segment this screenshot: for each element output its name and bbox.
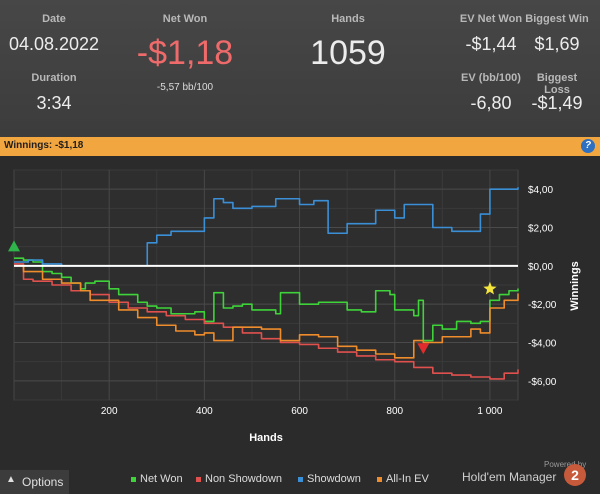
legend-label: All-In EV: [386, 473, 429, 485]
options-label: Options: [22, 475, 64, 489]
x-axis-label: Hands: [249, 432, 283, 444]
y-axis-label: Winnings: [569, 261, 581, 310]
duration-label: Duration: [31, 72, 77, 84]
date-value: 04.08.2022: [8, 34, 100, 54]
y-tick-label: -$4,00: [528, 339, 557, 350]
hm2-logo-icon: 2: [564, 464, 586, 486]
winnings-chart: $4,00 $2,00 $0,00 -$2,00 -$4,00 -$6,00 200 400 6…: [0, 156, 600, 494]
min-triangle-icon: [417, 343, 430, 355]
chart-series: [14, 187, 519, 380]
stats-panel: Date 04.08.2022 Duration 3:34 Net Won -$…: [0, 0, 600, 137]
chart-svg: $4,00 $2,00 $0,00 -$2,00 -$4,00 -$6,00 200 400 6…: [8, 169, 581, 444]
chart-axes: $4,00 $2,00 $0,00 -$2,00 -$4,00 -$6,00 200 400 6…: [101, 185, 557, 417]
net-won-value: -$1,18: [136, 34, 234, 72]
options-button[interactable]: ▲ Options: [0, 470, 69, 494]
hands-value: 1059: [310, 34, 386, 72]
y-tick-label: $0,00: [528, 262, 553, 273]
series-line-all-in-ev: [14, 265, 519, 359]
legend-net-won[interactable]: Net Won: [131, 473, 183, 485]
y-tick-label: $4,00: [528, 185, 553, 196]
date-label: Date: [42, 13, 66, 25]
series-line-net-won: [14, 257, 519, 342]
legend-showdown[interactable]: Showdown: [298, 473, 361, 485]
net-won-bb: -5,57 bb/100: [156, 82, 214, 93]
biggest-loss-label: Biggest Loss: [536, 72, 578, 96]
legend-swatch-icon: [131, 476, 136, 482]
y-tick-label: -$6,00: [528, 377, 557, 388]
brand: Powered by Hold'em Manager 2: [462, 458, 592, 492]
ev-net-won-label: EV Net Won: [459, 13, 523, 25]
hands-label: Hands: [331, 13, 365, 25]
y-tick-label: $2,00: [528, 224, 553, 235]
legend-non-showdown[interactable]: Non Showdown: [196, 473, 282, 485]
brand-name: Hold'em Manager: [462, 470, 557, 484]
max-star-icon: [483, 281, 497, 295]
x-tick-label: 800: [386, 406, 403, 417]
biggest-loss-value: -$1,49: [531, 93, 583, 113]
x-tick-label: 1 000: [477, 406, 502, 417]
y-tick-label: -$2,00: [528, 300, 557, 311]
legend-swatch-icon: [377, 476, 382, 482]
ev-net-won-value: -$1,44: [465, 34, 517, 54]
legend-allin-ev[interactable]: All-In EV: [377, 473, 429, 485]
ev-bb-value: -6,80: [470, 93, 512, 113]
x-tick-label: 600: [291, 406, 308, 417]
start-triangle-icon: [8, 240, 20, 252]
legend-label: Net Won: [140, 473, 183, 485]
legend-swatch-icon: [196, 476, 201, 482]
powered-by-text: Powered by: [544, 460, 587, 469]
legend-swatch-icon: [298, 476, 303, 482]
biggest-win-label: Biggest Win: [525, 13, 589, 25]
x-tick-label: 200: [101, 406, 118, 417]
legend-label: Non Showdown: [205, 473, 283, 485]
net-won-label: Net Won: [162, 13, 208, 25]
question-icon[interactable]: ?: [581, 139, 595, 153]
winnings-banner-text: Winnings: -$1,18: [4, 140, 84, 151]
winnings-banner: Winnings: -$1,18 ?: [0, 137, 600, 156]
chart-markers: [8, 240, 497, 355]
biggest-win-value: $1,69: [534, 34, 580, 54]
ev-bb-label: EV (bb/100): [461, 72, 521, 84]
duration-value: 3:34: [36, 93, 72, 113]
legend-label: Showdown: [307, 473, 361, 485]
chevron-up-icon: ▲: [6, 474, 16, 485]
x-tick-label: 400: [196, 406, 213, 417]
